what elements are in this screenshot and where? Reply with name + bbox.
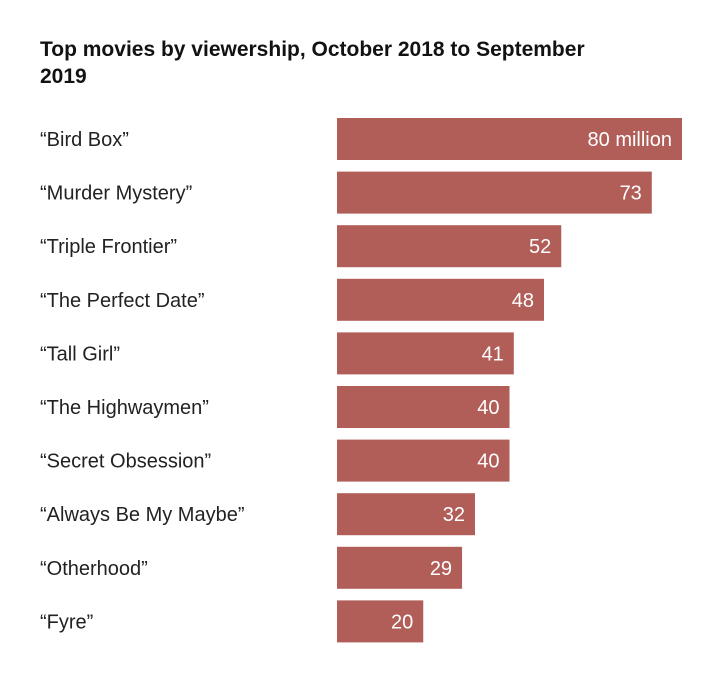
category-label: “Triple Frontier”	[40, 236, 177, 258]
value-label: 48	[512, 290, 534, 312]
bar	[337, 171, 652, 214]
bar	[337, 546, 463, 589]
value-label: 40	[477, 397, 499, 419]
value-label: 80 million	[588, 129, 672, 151]
value-label: 20	[391, 611, 413, 633]
category-label: “The Perfect Date”	[40, 290, 205, 312]
chart-title: Top movies by viewership, October 2018 t…	[40, 38, 585, 88]
category-label: “Always Be My Maybe”	[40, 504, 245, 526]
bar	[337, 386, 510, 428]
bar	[337, 439, 510, 482]
category-label: “Bird Box”	[40, 129, 129, 151]
category-label: “Otherhood”	[40, 558, 148, 580]
value-label: 73	[620, 183, 642, 205]
category-label: “Tall Girl”	[40, 343, 120, 365]
value-label: 29	[430, 558, 452, 580]
value-label: 32	[443, 504, 465, 526]
value-label: 52	[529, 236, 551, 258]
category-label: “The Highwaymen”	[40, 397, 209, 419]
category-label: “Secret Obsession”	[40, 451, 211, 473]
bar	[337, 600, 424, 643]
bar	[337, 118, 682, 160]
value-label: 40	[477, 451, 499, 473]
category-label: “Fyre”	[40, 611, 93, 633]
category-label: “Murder Mystery”	[40, 183, 192, 205]
value-label: 41	[482, 343, 504, 365]
bar	[337, 332, 514, 375]
bar	[337, 225, 562, 268]
bar	[337, 278, 544, 321]
bar	[337, 493, 475, 536]
